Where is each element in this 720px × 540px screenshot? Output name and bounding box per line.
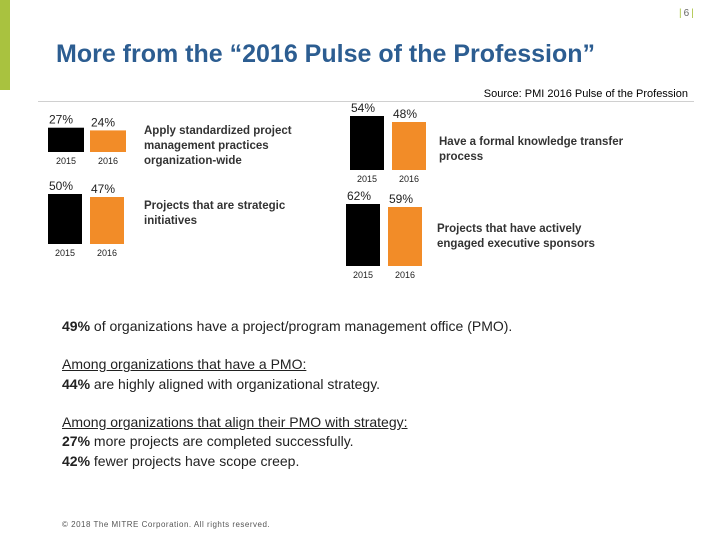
- chart-0-bar-2016: [90, 130, 126, 152]
- chart-1-value-label-2016: 47%: [91, 182, 115, 196]
- chart-2-description: Have a formal knowledge transfer process: [439, 136, 624, 163]
- stat-scope: 42% fewer projects have scope creep.: [62, 453, 300, 469]
- stat-pmo-heading: Among organizations that have a PMO:: [62, 356, 307, 372]
- chart-3-bar-2015: [346, 204, 380, 266]
- chart-1-bar-2015: [48, 194, 82, 244]
- chart-1-value-label-2015: 50%: [49, 179, 73, 193]
- chart-0-category-label-2015: 2015: [56, 156, 76, 166]
- chart-3-description: Projects that have actively engaged exec…: [437, 223, 595, 250]
- stat-strategy-heading: Among organizations that align their PMO…: [62, 414, 408, 430]
- accent-bar: [0, 0, 10, 90]
- chart-3-bar-2016: [388, 207, 422, 266]
- chart-2-category-label-2016: 2016: [399, 174, 419, 184]
- stat-pmo: 49% of organizations have a project/prog…: [62, 318, 513, 334]
- chart-0-description: Apply standardized project management pr…: [144, 125, 292, 167]
- chart-1-category-label-2015: 2015: [55, 248, 75, 258]
- page-title: More from the “2016 Pulse of the Profess…: [56, 40, 596, 68]
- footer-copyright: © 2018 The MITRE Corporation. All rights…: [62, 520, 271, 529]
- chart-3-category-label-2015: 2015: [353, 270, 373, 280]
- chart-1-category-label-2016: 2016: [97, 248, 117, 258]
- chart-0-value-label-2015: 27%: [49, 113, 73, 127]
- chart-standardized-practices: 27% 2015 24% 2016: [48, 113, 126, 166]
- chart-0-category-label-2016: 2016: [98, 156, 118, 166]
- source-note: Source: PMI 2016 Pulse of the Profession: [483, 88, 688, 100]
- chart-2-bar-2016: [392, 122, 426, 170]
- chart-0-value-label-2016: 24%: [91, 115, 115, 129]
- chart-3-value-label-2016: 59%: [389, 192, 413, 206]
- chart-2-value-label-2015: 54%: [351, 101, 375, 115]
- chart-2-bar-2015: [350, 116, 384, 170]
- chart-2-value-label-2016: 48%: [393, 107, 417, 121]
- chart-executive-sponsors: 62% 2015 59% 2016: [346, 189, 422, 280]
- chart-2-category-label-2015: 2015: [357, 174, 377, 184]
- stat-completed: 27% more projects are completed successf…: [62, 433, 354, 449]
- source-divider: [38, 101, 694, 102]
- chart-1-bar-2016: [90, 197, 124, 244]
- chart-3-value-label-2015: 62%: [347, 189, 371, 203]
- stat-aligned: 44% are highly aligned with organization…: [62, 376, 381, 392]
- chart-0-bar-2015: [48, 127, 84, 152]
- chart-strategic-initiatives: 50% 2015 47% 2016: [48, 179, 124, 258]
- page-number: | 6 |: [679, 8, 694, 19]
- chart-3-category-label-2016: 2016: [395, 270, 415, 280]
- chart-knowledge-transfer: 54% 2015 48% 2016: [350, 101, 426, 184]
- chart-1-description: Projects that are strategic initiatives: [144, 200, 286, 227]
